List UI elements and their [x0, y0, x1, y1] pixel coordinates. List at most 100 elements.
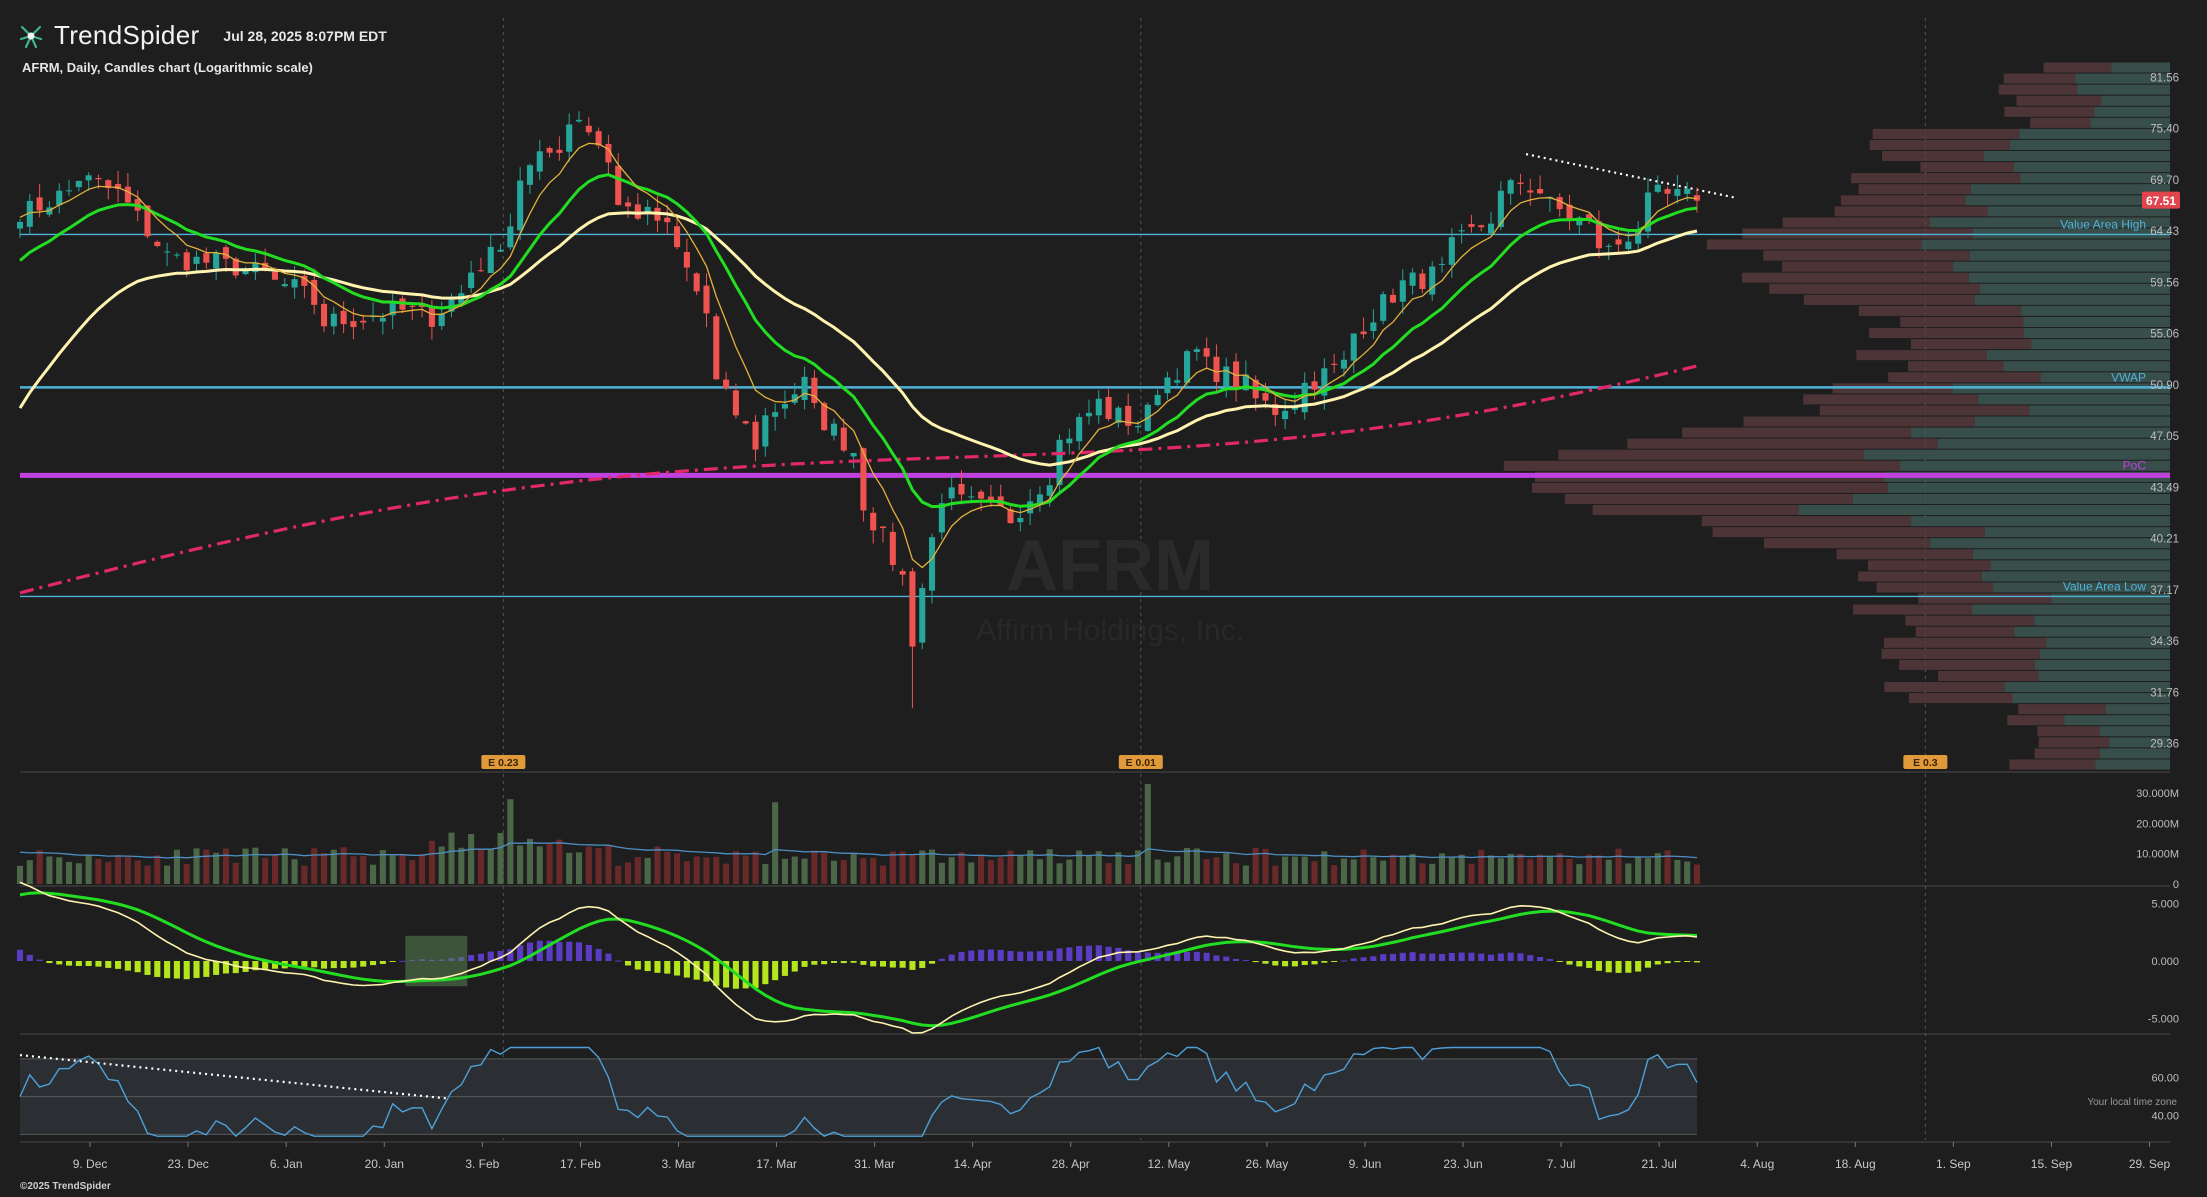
macd-histogram-bar [585, 944, 592, 961]
price-tick-label: 47.05 [2150, 431, 2179, 443]
profile-sell-bar [1682, 427, 1912, 438]
candle-body [360, 320, 367, 323]
candle-body [742, 421, 749, 424]
candle-body [1370, 322, 1377, 331]
date-tick-label: 31. Mar [854, 1157, 895, 1171]
profile-sell-bar [2043, 62, 2112, 73]
candle-body [1262, 393, 1269, 401]
candle-body [291, 279, 298, 288]
volume-bar [438, 846, 445, 884]
rsi-tick-label: 40.00 [2151, 1110, 2179, 1122]
macd-histogram-bar [693, 961, 700, 980]
macd-histogram-bar [624, 961, 632, 966]
copyright: ©2025 TrendSpider [20, 1181, 111, 1192]
macd-histogram-bar [301, 961, 308, 967]
macd-tick-label: 0.000 [2151, 956, 2179, 968]
volume-bar [997, 857, 1004, 884]
profile-sell-bar [1884, 682, 2005, 693]
profile-buy-bar [1930, 538, 2170, 549]
macd-histogram-bar [1301, 961, 1308, 965]
candle-body [144, 205, 151, 237]
profile-sell-bar [1858, 184, 1971, 195]
earnings-badge[interactable] [1903, 755, 1948, 769]
macd-histogram-bar [1468, 952, 1475, 961]
macd-histogram-bar [644, 961, 651, 972]
candle-body [1046, 485, 1053, 496]
macd-histogram-bar [850, 961, 857, 963]
volume-tick-label: 30.000M [2136, 788, 2179, 800]
volume-bar [183, 864, 190, 884]
candle-body [1507, 180, 1514, 194]
volume-bar [75, 863, 82, 884]
macd-histogram-bar [1605, 961, 1612, 973]
candle-body [517, 180, 524, 231]
candle-body [723, 379, 730, 389]
earnings-badge[interactable] [1118, 755, 1163, 769]
candle-body [252, 262, 259, 273]
volume-bar [1478, 850, 1485, 884]
candlestick-series[interactable] [16, 111, 1701, 709]
profile-buy-bar [2012, 693, 2170, 704]
candle-body [1576, 217, 1583, 226]
volume-bar [1036, 859, 1043, 884]
macd-histogram-bar [1488, 954, 1495, 961]
macd-histogram-bar [65, 961, 73, 966]
price-tick-label: 37.17 [2150, 585, 2179, 597]
macd-histogram-bar [879, 961, 887, 967]
earnings-markers[interactable]: E 0.23 E 0.01 E 0.3 [481, 755, 1948, 769]
macd-histogram-bar [654, 961, 661, 973]
profile-sell-bar [1592, 505, 1799, 516]
candle-body [1282, 410, 1289, 420]
profile-buy-bar [2046, 637, 2170, 648]
profile-buy-bar [1986, 350, 2170, 361]
macd-histogram-bar [487, 951, 494, 961]
volume-bar [1389, 854, 1397, 884]
profile-buy-bar [2064, 715, 2170, 726]
candle-body [801, 376, 808, 401]
volume-bar [674, 853, 681, 884]
profile-buy-bar [1921, 239, 2170, 250]
date-tick-label: 6. Jan [270, 1157, 303, 1171]
macd-histogram-bar [1644, 961, 1652, 968]
volume-bar [389, 855, 396, 884]
macd-histogram-bar [1635, 961, 1642, 972]
candle-body [1429, 266, 1436, 295]
candle-body [95, 178, 102, 180]
profile-buy-bar [2094, 106, 2170, 117]
profile-buy-bar [2040, 372, 2170, 383]
macd-histogram-bar [1370, 956, 1377, 961]
volume-bar [1419, 863, 1426, 884]
volume-bar [1497, 858, 1504, 884]
date-tick-label: 3. Feb [465, 1157, 499, 1171]
profile-sell-bar [1920, 162, 2014, 173]
macd-histogram-bar [389, 961, 396, 962]
profile-buy-bar [2024, 328, 2170, 339]
volume-bar [1595, 855, 1602, 884]
macd-histogram-bar [75, 961, 82, 966]
profile-sell-bar [1741, 272, 1969, 283]
macd-histogram-bar [1625, 961, 1632, 973]
volume-bar [1272, 865, 1279, 884]
macd-histogram-bar [1174, 952, 1181, 961]
candle-body [330, 313, 337, 327]
candle-body [193, 256, 200, 264]
macd-histogram-bar [399, 960, 406, 962]
candle-body [575, 119, 583, 122]
macd-histogram-bar [899, 961, 906, 968]
earnings-badge[interactable] [481, 755, 526, 769]
candle-body [16, 221, 24, 229]
candle-body [566, 124, 573, 152]
macd-histogram-bar [1027, 951, 1034, 961]
profile-buy-bar [1978, 394, 2170, 405]
macd-histogram-bar [46, 961, 53, 964]
volume-bar [1527, 859, 1534, 884]
volume-bar [154, 855, 161, 884]
candle-body [978, 491, 985, 499]
macd-histogram-bar [1556, 961, 1563, 962]
candle-body [1566, 204, 1573, 219]
macd-histogram-bar [664, 961, 671, 974]
candle-body [1105, 396, 1112, 419]
macd-histogram-bar [919, 961, 926, 968]
price-tick-label: 43.49 [2150, 482, 2179, 494]
